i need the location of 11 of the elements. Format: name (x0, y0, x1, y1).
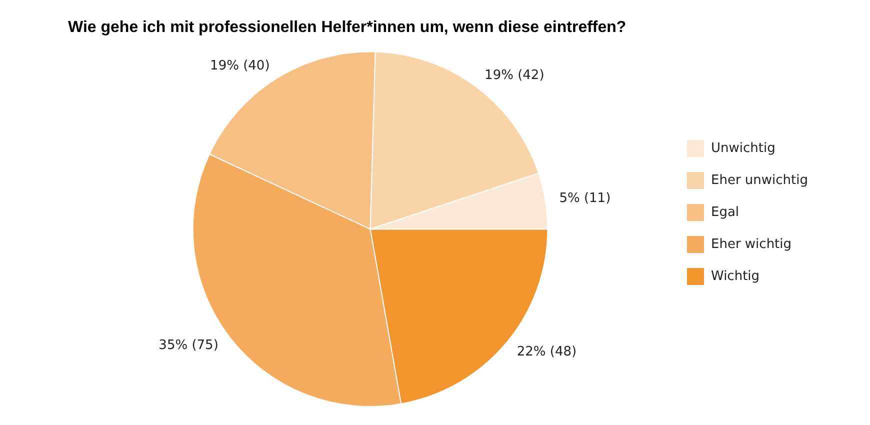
data-label: 22% (48) (516, 344, 577, 360)
legend-label: Egal (711, 204, 740, 220)
legend-label: Wichtig (711, 268, 760, 284)
data-label: 19% (40) (210, 58, 270, 74)
data-label: 35% (75) (158, 338, 218, 353)
legend-label: Eher wichtig (711, 236, 792, 252)
legend-label: Unwichtig (711, 140, 776, 156)
data-label: 19% (42) (484, 68, 544, 83)
legend-label: Eher unwichtig (711, 172, 808, 188)
chart-title: Wie gehe ich mit professionellen Helfer*innen um, wenn diese eintreffen? (68, 19, 626, 36)
data-label: 5% (11) (559, 190, 611, 206)
